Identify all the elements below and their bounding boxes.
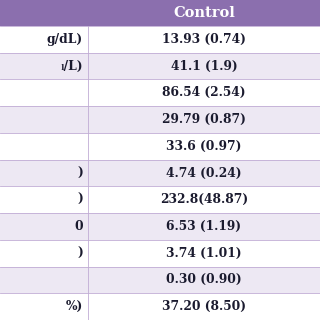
Text: ): ) [77,166,83,180]
Bar [0,186,320,213]
Text: 41.1 (1.9): 41.1 (1.9) [171,60,237,73]
Bar [0,160,320,186]
Bar [0,79,320,106]
Text: 4.74 (0.24): 4.74 (0.24) [166,166,242,180]
Bar [0,0,320,26]
Bar [0,213,320,240]
Bar [0,133,320,160]
Text: 29.79 (0.87): 29.79 (0.87) [162,113,246,126]
Text: g/dL): g/dL) [47,33,83,46]
Bar [0,53,320,79]
Text: 0: 0 [74,220,83,233]
Bar [0,293,320,320]
Text: 37.20 (8.50): 37.20 (8.50) [162,300,246,313]
Bar [0,240,320,267]
Text: 3.74 (1.01): 3.74 (1.01) [166,247,242,260]
Text: ₗ/L): ₗ/L) [60,60,83,73]
Text: 232.8(48.87): 232.8(48.87) [160,193,248,206]
Text: %): %) [66,300,83,313]
Text: Control: Control [173,6,235,20]
Text: 86.54 (2.54): 86.54 (2.54) [162,86,246,99]
Bar [0,26,320,53]
Text: 0.30 (0.90): 0.30 (0.90) [166,273,242,286]
Text: ): ) [77,193,83,206]
Text: 13.93 (0.74): 13.93 (0.74) [162,33,246,46]
Text: ): ) [77,247,83,260]
Text: 6.53 (1.19): 6.53 (1.19) [166,220,242,233]
Bar [0,106,320,133]
Text: 33.6 (0.97): 33.6 (0.97) [166,140,242,153]
Bar [0,267,320,293]
